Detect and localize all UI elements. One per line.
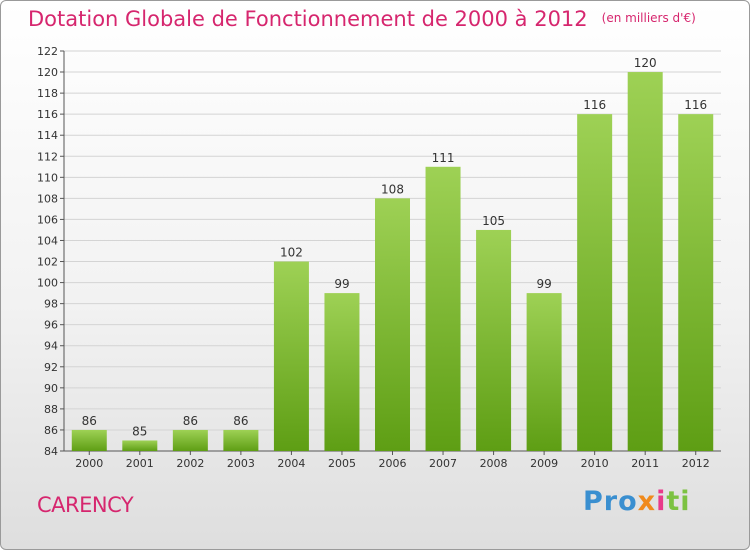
y-tick-label: 120 [37,66,58,79]
y-tick-label: 116 [37,108,58,121]
value-label: 116 [684,98,707,112]
x-tick-label: 2004 [277,457,305,470]
y-tick-label: 102 [37,256,58,269]
bar [375,198,410,451]
value-labels: 86 85 86 86 102 99 108 111 105 99 116 120 116 [82,56,708,438]
bar [678,114,714,451]
x-tick-label: 2006 [379,457,407,470]
bar [223,429,259,451]
y-tick-label: 96 [44,319,58,332]
x-tick-label: 2003 [227,457,255,470]
y-tick-label: 112 [37,150,58,163]
y-tick-label: 88 [44,403,58,416]
y-tick-label: 106 [37,213,58,226]
x-tick-label: 2008 [480,457,508,470]
x-tick-label: 2005 [328,457,356,470]
value-label: 86 [183,414,198,428]
y-tick-label: 94 [44,340,58,353]
bar [122,440,158,451]
x-tick-label: 2002 [176,457,204,470]
bar [476,229,512,451]
value-label: 86 [82,414,97,428]
y-tick-label: 90 [44,382,58,395]
bars [71,72,714,451]
y-tick-label: 86 [44,424,58,437]
y-tick-labels: 84 86 88 90 92 94 96 98 100 102 104 106 108 110 112 114… [37,45,58,458]
bar [577,114,613,451]
x-tick-label: 2001 [126,457,154,470]
value-label: 120 [634,56,657,70]
chart-header: Dotation Globale de Fonctionnement de 20… [28,7,696,31]
commune-name: CARENCY [37,493,134,517]
y-tick-label: 104 [37,234,58,247]
value-label: 99 [536,277,551,291]
y-tick-label: 98 [44,298,58,311]
y-tick-label: 108 [37,192,58,205]
y-tick-label: 114 [37,129,58,142]
x-tick-label: 2011 [631,457,659,470]
y-tick-label: 110 [37,171,58,184]
value-label: 85 [132,424,147,438]
value-label: 102 [280,246,303,260]
bar [172,429,208,451]
proxiti-logo: Proxiti [583,486,691,517]
chart-unit: (en milliers d'€) [601,11,696,25]
y-tick-label: 100 [37,277,58,290]
logo-part: x [637,486,657,517]
y-tick-label: 122 [37,45,58,58]
x-tick-label: 2007 [429,457,457,470]
bar [324,293,360,451]
x-tick-label: 2010 [581,457,609,470]
logo-part: ti [666,486,691,517]
bar [425,166,461,451]
value-label: 105 [482,214,505,228]
bar [273,261,309,451]
value-label: 111 [432,151,455,165]
x-tick-label: 2009 [530,457,558,470]
x-tick-label: 2000 [75,457,103,470]
y-tick-label: 84 [44,445,58,458]
value-label: 86 [233,414,248,428]
value-label: 108 [381,182,404,196]
logo-part: i [656,486,667,517]
y-tick-label: 92 [44,361,58,374]
logo-part: Pro [583,486,638,517]
bar [71,429,107,451]
x-tick-labels: 2000 2001 2002 2003 2004 2005 2006 2007 2008 2009… [75,451,710,470]
bar [526,293,562,451]
value-label: 116 [583,98,606,112]
x-tick-label: 2012 [682,457,710,470]
value-label: 99 [334,277,349,291]
y-tick-label: 118 [37,87,58,100]
bar [627,72,663,451]
chart-title: Dotation Globale de Fonctionnement de 20… [28,7,588,31]
